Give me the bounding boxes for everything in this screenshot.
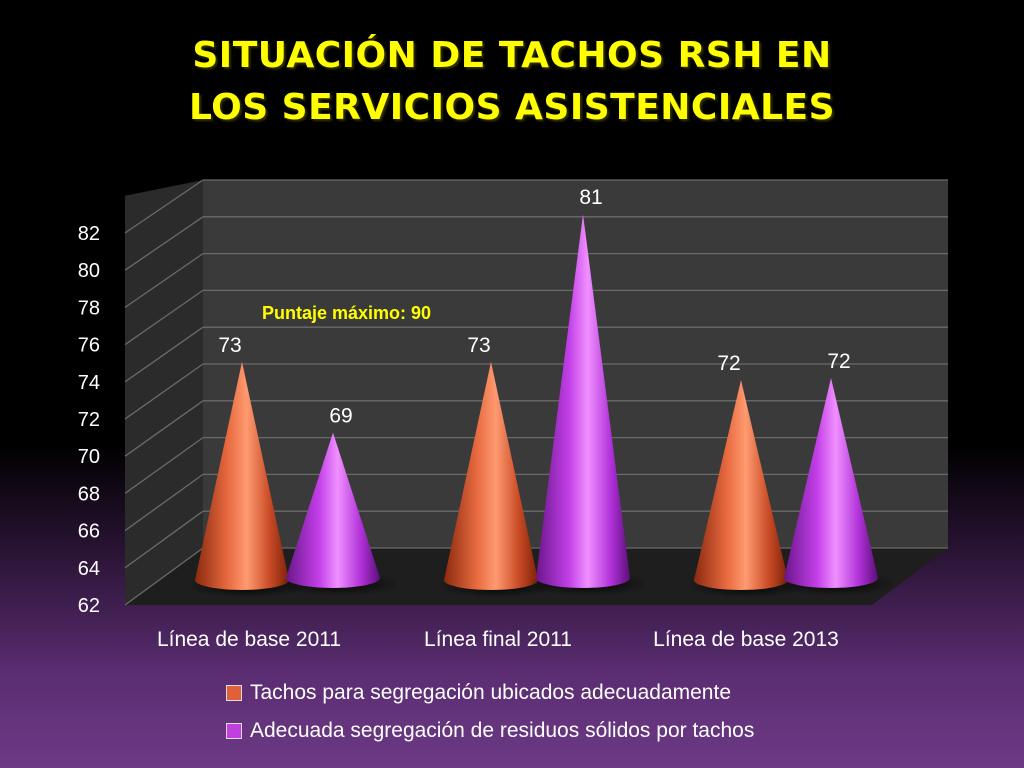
x-category-label: Línea de base 2011 — [157, 628, 341, 651]
cone-purple — [286, 432, 380, 588]
cone-orange — [444, 361, 538, 590]
gridline-side — [124, 547, 204, 606]
chart-side-wall — [125, 180, 203, 605]
title-line-1: SITUACIÓN DE TACHOS RSH EN — [192, 35, 832, 76]
data-label: 73 — [218, 334, 241, 357]
gridline-side — [124, 400, 204, 457]
gridline-side — [124, 363, 204, 420]
cone-purple — [784, 378, 878, 588]
title-line-2: LOS SERVICIOS ASISTENCIALES — [188, 87, 836, 128]
gridline-side — [124, 216, 204, 271]
y-tick-label: 66 — [78, 521, 100, 543]
y-tick-label: 64 — [78, 558, 100, 580]
y-tick-label: 78 — [78, 297, 100, 319]
gridline-side — [124, 326, 204, 383]
gridline-side — [124, 473, 204, 532]
annotation-max-score: Puntaje máximo: 90 — [262, 303, 431, 323]
cone-orange — [694, 380, 788, 590]
legend-swatch-orange — [226, 685, 242, 701]
legend-item-series-2: Adecuada segregación de residuos sólidos… — [226, 712, 754, 750]
x-category-label: Línea de base 2013 — [653, 628, 839, 651]
y-tick-label: 70 — [78, 446, 100, 468]
slide-title: SITUACIÓN DE TACHOS RSH EN LOS SERVICIOS… — [0, 30, 1024, 134]
data-label: 73 — [467, 334, 490, 357]
legend-swatch-purple — [226, 723, 242, 739]
cone-purple — [536, 214, 630, 588]
gridline-side — [124, 437, 204, 494]
data-label: 72 — [827, 350, 850, 373]
gridline-side — [124, 289, 204, 346]
data-label: 69 — [329, 405, 352, 428]
legend-label-series-1: Tachos para segregación ubicados adecuad… — [250, 681, 732, 704]
y-tick-label: 68 — [78, 483, 100, 505]
gridline-side — [124, 179, 204, 234]
data-label: 81 — [579, 186, 602, 209]
data-label: 72 — [717, 352, 740, 375]
cone-orange — [195, 361, 289, 590]
y-tick-label: 62 — [78, 595, 100, 617]
chart-legend: Tachos para segregación ubicados adecuad… — [226, 674, 754, 750]
gridline-side — [124, 510, 204, 569]
y-tick-label: 80 — [78, 260, 100, 282]
x-category-label: Línea final 2011 — [424, 628, 572, 651]
legend-label-series-2: Adecuada segregación de residuos sólidos… — [250, 719, 755, 742]
y-tick-label: 72 — [78, 409, 100, 431]
y-tick-label: 76 — [78, 335, 100, 357]
gridline-side — [124, 253, 204, 308]
y-tick-label: 74 — [78, 372, 100, 394]
y-tick-label: 82 — [78, 223, 100, 245]
legend-item-series-1: Tachos para segregación ubicados adecuad… — [226, 674, 754, 712]
